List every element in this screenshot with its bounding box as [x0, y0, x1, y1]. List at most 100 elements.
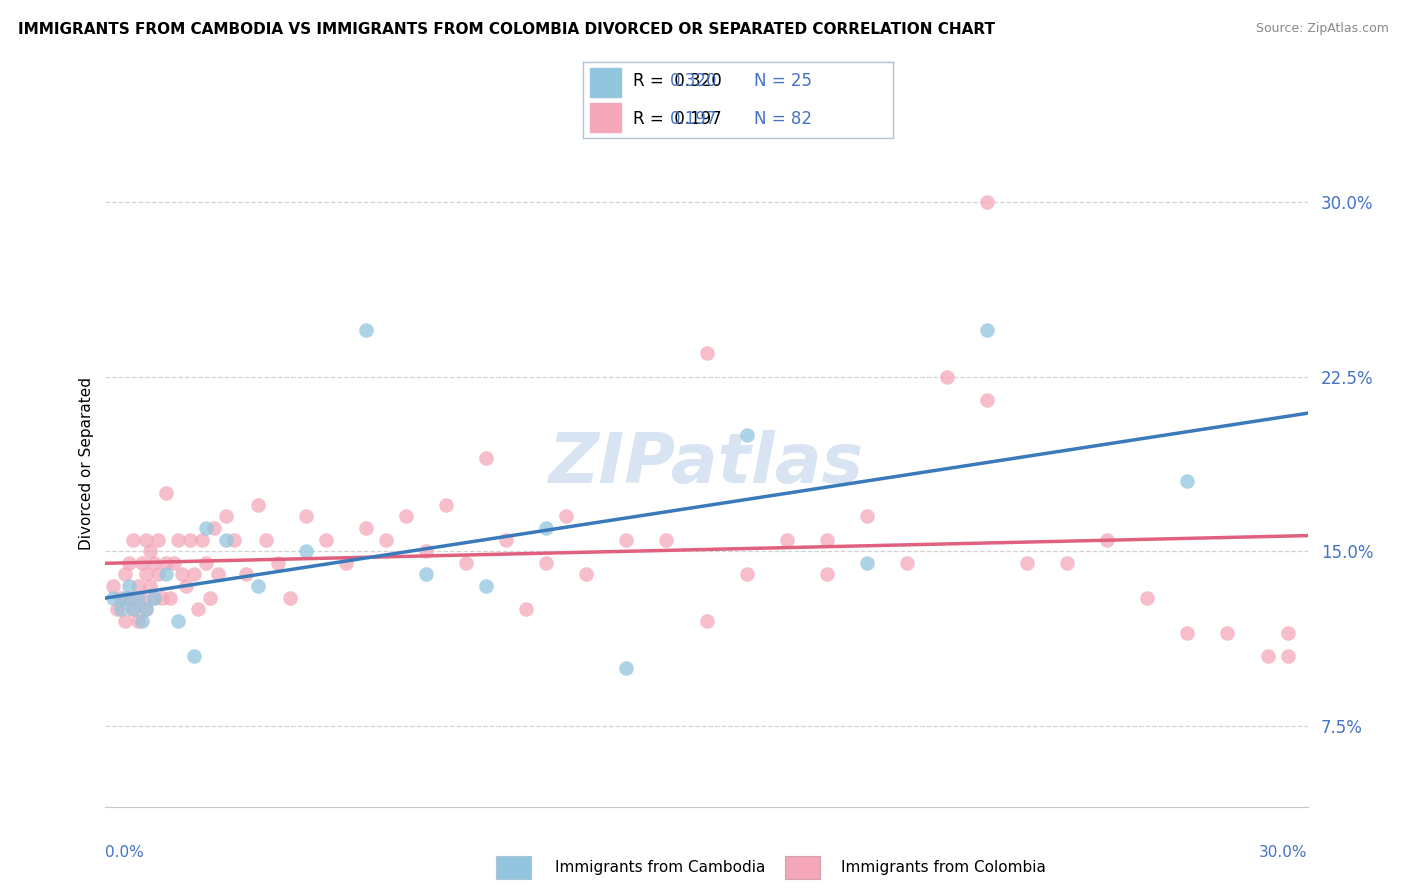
- Point: [295, 544, 318, 558]
- Point: [1017, 556, 1039, 570]
- Point: [142, 556, 165, 570]
- Point: [454, 556, 477, 570]
- Point: [815, 533, 838, 547]
- Y-axis label: Divorced or Separated: Divorced or Separated: [79, 377, 94, 550]
- Point: [122, 602, 145, 616]
- Point: [135, 567, 157, 582]
- Point: [315, 533, 337, 547]
- Text: N = 82: N = 82: [754, 110, 811, 128]
- Point: [976, 194, 998, 209]
- Point: [475, 450, 498, 465]
- Point: [166, 533, 188, 547]
- Point: [295, 509, 318, 524]
- Point: [103, 591, 125, 605]
- Text: 0.197: 0.197: [671, 110, 717, 128]
- Point: [110, 602, 132, 616]
- Point: [131, 614, 153, 628]
- Point: [131, 591, 153, 605]
- Point: [696, 614, 718, 628]
- Point: [616, 660, 638, 674]
- Text: 0.320: 0.320: [671, 71, 717, 89]
- Point: [776, 533, 799, 547]
- Point: [1257, 648, 1279, 663]
- Point: [118, 591, 141, 605]
- Point: [127, 591, 149, 605]
- Point: [222, 533, 245, 547]
- Point: [118, 579, 141, 593]
- Point: [207, 567, 229, 582]
- Text: R =  0.197: R = 0.197: [633, 110, 721, 128]
- Point: [194, 521, 217, 535]
- Point: [374, 533, 398, 547]
- Point: [198, 591, 221, 605]
- Point: [815, 567, 838, 582]
- Point: [735, 567, 758, 582]
- Point: [278, 591, 301, 605]
- Point: [415, 567, 437, 582]
- Bar: [589, 103, 620, 132]
- Point: [166, 614, 188, 628]
- Point: [1177, 625, 1199, 640]
- Point: [534, 556, 557, 570]
- Bar: [589, 68, 620, 96]
- Point: [735, 427, 758, 442]
- Point: [696, 346, 718, 360]
- Point: [138, 579, 160, 593]
- Point: [267, 556, 290, 570]
- Point: [855, 556, 877, 570]
- Point: [159, 591, 181, 605]
- Point: [655, 533, 678, 547]
- Point: [936, 369, 959, 384]
- Point: [179, 533, 201, 547]
- Point: [1056, 556, 1078, 570]
- Point: [122, 533, 145, 547]
- Point: [155, 567, 177, 582]
- Point: [1136, 591, 1159, 605]
- Text: R =  0.320: R = 0.320: [633, 71, 721, 89]
- Point: [146, 567, 169, 582]
- Point: [246, 579, 269, 593]
- Point: [170, 567, 193, 582]
- Point: [114, 567, 136, 582]
- Point: [127, 579, 149, 593]
- Point: [335, 556, 357, 570]
- Point: [976, 392, 998, 407]
- Point: [174, 579, 197, 593]
- Point: [114, 614, 136, 628]
- Point: [475, 579, 498, 593]
- Point: [1177, 475, 1199, 489]
- Point: [575, 567, 598, 582]
- Text: Immigrants from Cambodia: Immigrants from Cambodia: [555, 860, 766, 874]
- Point: [155, 556, 177, 570]
- Point: [896, 556, 918, 570]
- Point: [354, 323, 377, 337]
- Point: [202, 521, 225, 535]
- Point: [142, 591, 165, 605]
- Point: [110, 591, 132, 605]
- Point: [235, 567, 257, 582]
- Text: Immigrants from Colombia: Immigrants from Colombia: [841, 860, 1046, 874]
- Point: [190, 533, 212, 547]
- Point: [127, 614, 149, 628]
- Point: [395, 509, 418, 524]
- Point: [214, 509, 236, 524]
- Point: [135, 602, 157, 616]
- Point: [135, 602, 157, 616]
- Point: [122, 602, 145, 616]
- Point: [1216, 625, 1239, 640]
- Point: [162, 556, 184, 570]
- Text: N = 25: N = 25: [754, 71, 811, 89]
- Point: [1277, 625, 1299, 640]
- Point: [118, 556, 141, 570]
- Point: [187, 602, 209, 616]
- Text: ZIPatlas: ZIPatlas: [548, 430, 865, 498]
- Point: [155, 486, 177, 500]
- Point: [246, 498, 269, 512]
- Point: [114, 591, 136, 605]
- Text: IMMIGRANTS FROM CAMBODIA VS IMMIGRANTS FROM COLOMBIA DIVORCED OR SEPARATED CORRE: IMMIGRANTS FROM CAMBODIA VS IMMIGRANTS F…: [18, 22, 995, 37]
- Point: [534, 521, 557, 535]
- Text: Source: ZipAtlas.com: Source: ZipAtlas.com: [1256, 22, 1389, 36]
- Point: [150, 591, 173, 605]
- Point: [183, 567, 205, 582]
- Point: [555, 509, 578, 524]
